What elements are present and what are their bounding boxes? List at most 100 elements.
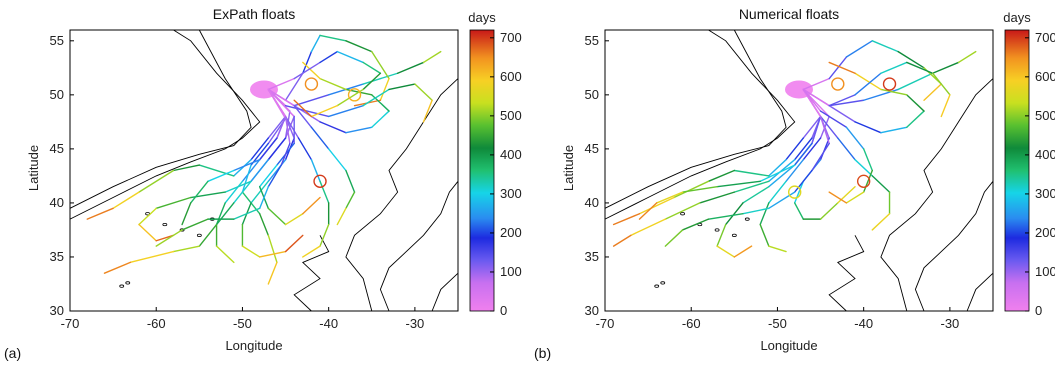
trajectory-segment <box>828 99 865 107</box>
colorbar <box>1004 29 1030 312</box>
trajectory-segment <box>811 115 822 145</box>
trajectory-segment <box>319 223 330 247</box>
trajectory-segment <box>258 250 287 258</box>
trajectory-segment <box>345 191 356 210</box>
trajectory-segment <box>302 245 321 258</box>
trajectory-segment <box>396 61 425 74</box>
trajectory-segment <box>362 72 382 91</box>
trajectory-segment <box>422 50 442 64</box>
trajectory-segment <box>250 158 270 183</box>
eddy-loop <box>347 88 362 102</box>
seamount-contour <box>119 284 125 288</box>
trajectory-segment <box>638 202 658 220</box>
x-tick-label: -40 <box>319 316 338 331</box>
trajectory-segment <box>336 88 364 107</box>
trajectory-segment <box>612 234 632 247</box>
trajectory-segment <box>241 164 252 193</box>
trajectory-segment <box>681 186 718 193</box>
seamount-contour <box>731 233 737 237</box>
y-tick-label: 40 <box>585 195 599 210</box>
trajectory-segment <box>828 56 848 80</box>
x-tick-label: -70 <box>61 316 80 331</box>
trajectory-segment <box>880 61 908 74</box>
trajectory-segment <box>811 142 830 172</box>
seamount-contour <box>179 228 185 232</box>
colorbar-tick-label: 300 <box>1035 186 1055 201</box>
chart-title: ExPath floats <box>213 6 296 22</box>
eddy-loop <box>882 77 897 91</box>
trajectory-segment <box>638 196 675 215</box>
plot-area: -70 -60 -50 -40 -30 30 35 40 45 50 55 0 100 200 300 400… <box>50 29 522 331</box>
trajectories <box>612 40 977 258</box>
plot-frame <box>69 29 459 312</box>
bathymetry-contours <box>69 29 459 312</box>
trajectory-segment <box>138 169 175 193</box>
trajectory-segment <box>716 245 736 258</box>
trajectory-segment <box>345 126 373 134</box>
trajectory-segment <box>854 121 882 134</box>
trajectory-segment <box>267 115 287 139</box>
trajectory-segment <box>233 207 261 220</box>
trajectory-segment <box>336 207 347 226</box>
trajectory-segment <box>931 61 960 74</box>
trajectory-segment <box>733 245 753 258</box>
trajectory-segment <box>371 94 390 112</box>
trajectory-segment <box>819 115 839 139</box>
trajectory-segment <box>371 50 390 80</box>
trajectory-segment <box>664 229 684 247</box>
eddy-loop <box>787 185 802 199</box>
colorbar-tick-label: 100 <box>500 264 522 279</box>
trajectory-segment <box>241 245 261 258</box>
trajectory-segment <box>172 164 201 172</box>
y-axis-label: Latitude <box>561 145 576 191</box>
trajectory-segment <box>768 191 796 210</box>
trajectory-segment <box>906 94 925 112</box>
seamount-contour <box>714 228 720 232</box>
x-tick-label: -30 <box>940 316 959 331</box>
x-axis-label: Longitude <box>225 338 282 353</box>
contour-line <box>69 29 261 220</box>
trajectory-segment <box>267 88 295 107</box>
trajectory-segment <box>250 137 270 161</box>
trajectory-segment <box>854 72 882 96</box>
y-tick-label: 35 <box>585 249 599 264</box>
eddy-loop <box>304 77 319 91</box>
trajectory-segment <box>224 180 244 204</box>
trajectory-segment <box>880 126 908 134</box>
trajectory-segment <box>362 61 382 74</box>
colorbar-tick-label: 600 <box>500 69 522 84</box>
y-tick-label: 45 <box>50 141 64 156</box>
eddy-loop <box>831 77 845 91</box>
trajectory-segment <box>310 104 338 118</box>
colorbar-tick-label: 300 <box>500 186 522 201</box>
trajectory-segment <box>871 213 891 231</box>
colorbar-tick-label: 500 <box>500 108 522 123</box>
trajectory-segment <box>319 180 330 204</box>
trajectory-segment <box>742 186 770 204</box>
trajectory-segment <box>793 180 805 204</box>
colorbar-tick-label: 600 <box>1035 69 1055 84</box>
x-tick-label: -60 <box>682 316 701 331</box>
trajectory-segment <box>880 88 908 96</box>
colorbar-label: days <box>1003 10 1031 25</box>
trajectory-segment <box>906 61 934 74</box>
trajectory-segment <box>681 218 710 231</box>
trajectory-segment <box>138 207 157 226</box>
panel-label: (b) <box>534 345 551 361</box>
contour-line <box>604 29 796 220</box>
y-tick-label: 55 <box>50 33 64 48</box>
trajectory-segment <box>793 137 813 161</box>
trajectory-segment <box>837 186 856 204</box>
trajectory-segment <box>241 158 261 183</box>
trajectory-segment <box>345 40 373 53</box>
trajectory-segment <box>923 83 942 101</box>
trajectory-segment <box>725 202 744 226</box>
trajectory-segment <box>768 245 787 253</box>
trajectory-segment <box>716 223 727 247</box>
trajectory-segment <box>664 202 701 220</box>
trajectory-segment <box>86 207 114 220</box>
trajectory-segment <box>233 180 252 204</box>
trajectory-segment <box>258 186 270 210</box>
trajectory-segment <box>297 137 313 161</box>
eddy-loop <box>313 174 327 189</box>
